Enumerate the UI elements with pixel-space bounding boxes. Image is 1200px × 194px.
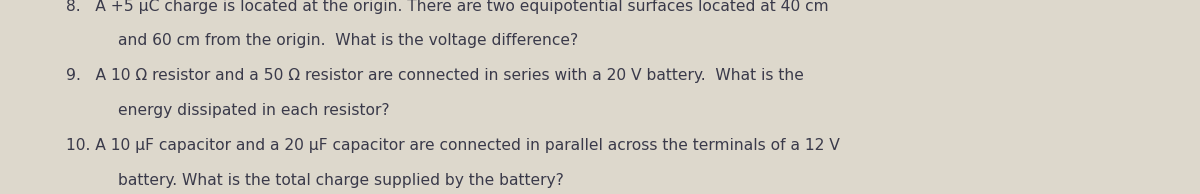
Text: 10. A 10 μF capacitor and a 20 μF capacitor are connected in parallel across the: 10. A 10 μF capacitor and a 20 μF capaci…: [66, 138, 840, 153]
Text: energy dissipated in each resistor?: energy dissipated in each resistor?: [118, 103, 389, 118]
Text: 9.   A 10 Ω resistor and a 50 Ω resistor are connected in series with a 20 V bat: 9. A 10 Ω resistor and a 50 Ω resistor a…: [66, 68, 804, 83]
Text: 8.   A +5 μC charge is located at the origin. There are two equipotential surfac: 8. A +5 μC charge is located at the orig…: [66, 0, 829, 14]
Text: battery. What is the total charge supplied by the battery?: battery. What is the total charge suppli…: [118, 173, 564, 188]
Text: and 60 cm from the origin.  What is the voltage difference?: and 60 cm from the origin. What is the v…: [118, 34, 578, 48]
